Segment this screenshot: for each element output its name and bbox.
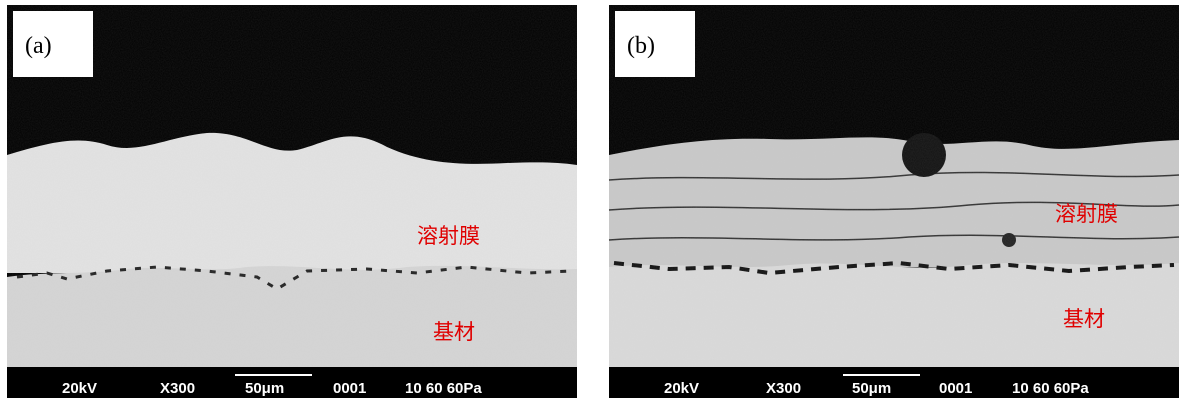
panel-label: (a) [25, 33, 52, 59]
info-text: 10 60 60Pa [1012, 380, 1089, 397]
substrate-label: 基材 [1063, 307, 1105, 331]
info-text: 0001 [333, 380, 366, 397]
info-text: 10 60 60Pa [405, 380, 482, 397]
coating-label: 溶射膜 [417, 224, 480, 248]
substrate-label: 基材 [433, 320, 475, 344]
info-text: 0001 [939, 380, 972, 397]
info-text: 20kV [664, 380, 699, 397]
info-text: X300 [160, 380, 195, 397]
info-text: X300 [766, 380, 801, 397]
coating-label: 溶射膜 [1055, 202, 1118, 226]
info-text: 50μm [852, 380, 891, 397]
panel-a: (a) 溶射膜 基材 20kV X300 50μm 0001 10 60 60P… [7, 5, 577, 398]
panel-b: (b) 溶射膜 基材 20kV X300 50μm 0001 10 60 60P… [609, 5, 1179, 398]
panel-label: (b) [627, 33, 655, 59]
info-text: 20kV [62, 380, 97, 397]
info-text: 50μm [245, 380, 284, 397]
figure: (a) 溶射膜 基材 20kV X300 50μm 0001 10 60 60P… [0, 0, 1187, 403]
page: (a) 溶射膜 基材 20kV X300 50μm 0001 10 60 60P… [0, 0, 1187, 403]
